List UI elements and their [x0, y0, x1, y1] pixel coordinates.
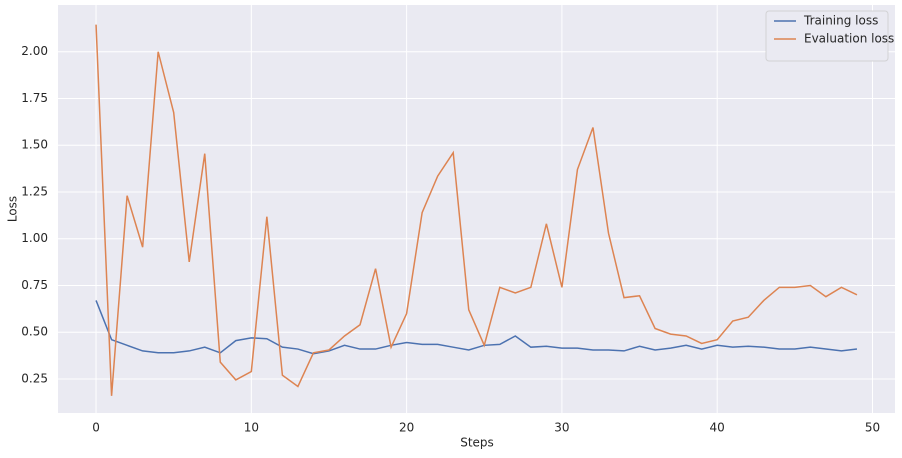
series-line — [95, 24, 858, 396]
y-axis-label: Loss — [6, 196, 20, 222]
x-tick-label: 20 — [399, 421, 414, 435]
x-tick-label: 10 — [244, 421, 259, 435]
x-axis-label: Steps — [460, 436, 494, 450]
x-tick-label: 50 — [865, 421, 880, 435]
y-tick-label: 1.00 — [21, 231, 48, 245]
legend-box — [765, 10, 889, 62]
x-tick-label: 0 — [92, 421, 100, 435]
x-tick-label: 40 — [710, 421, 725, 435]
x-tick-label: 30 — [554, 421, 569, 435]
y-tick-label: 1.75 — [21, 91, 48, 105]
legend: Training loss Evaluation loss — [765, 10, 894, 62]
y-tick-label: 1.50 — [21, 138, 48, 152]
legend-label: Evaluation loss — [804, 32, 894, 46]
y-tick-label: 0.50 — [21, 325, 48, 339]
series-line — [95, 300, 858, 355]
y-tick-label: 0.75 — [21, 278, 48, 292]
y-tick-label: 0.25 — [21, 371, 48, 385]
y-tick-label: 2.00 — [21, 44, 48, 58]
y-tick-label: 1.25 — [21, 184, 48, 198]
legend-label: Training loss — [803, 14, 878, 28]
